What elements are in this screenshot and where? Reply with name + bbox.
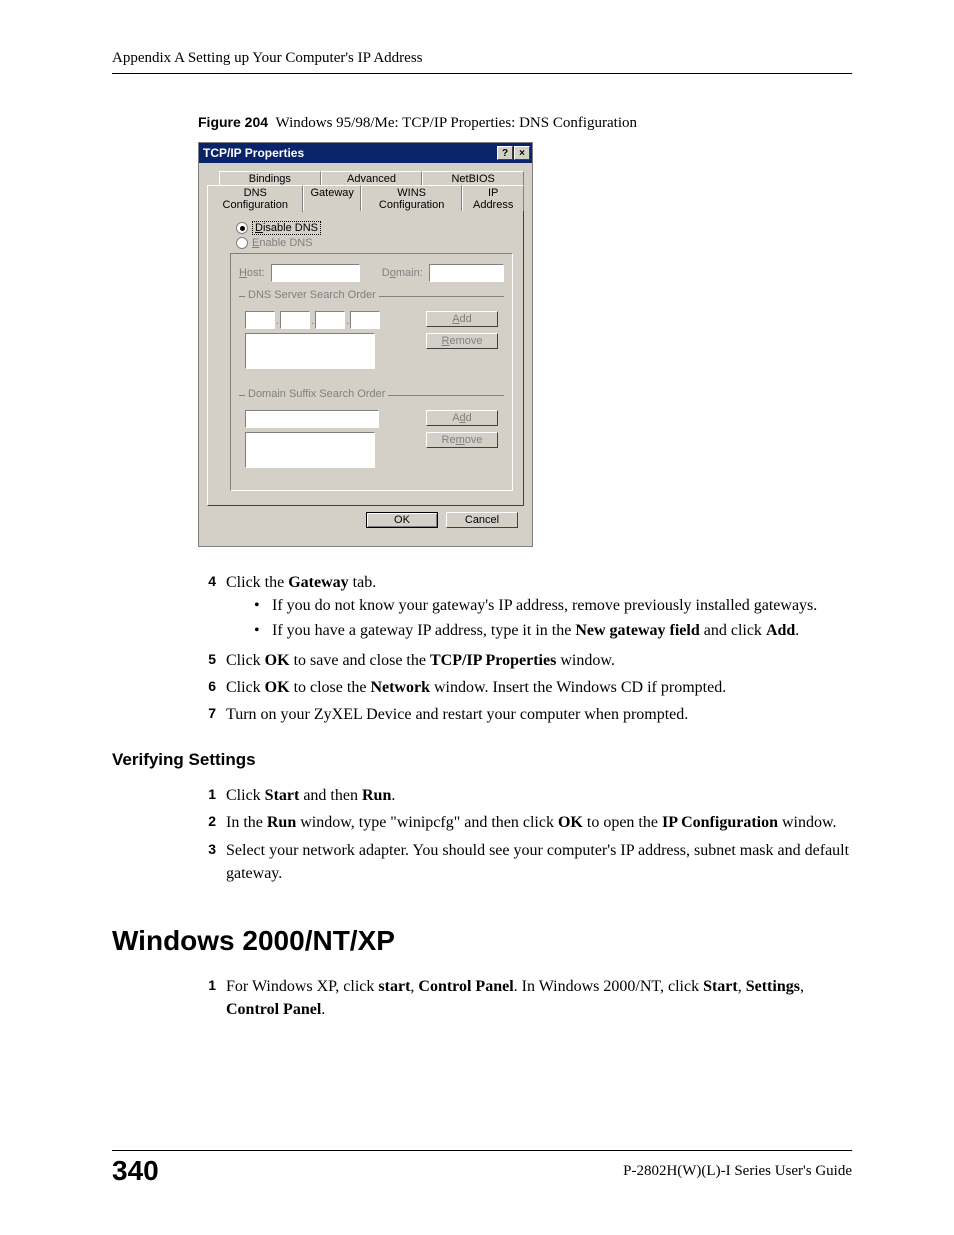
- step-num: 4: [198, 571, 216, 645]
- tabs-row-front: DNS Configuration Gateway WINS Configura…: [207, 185, 524, 212]
- ok-button[interactable]: OK: [366, 512, 438, 528]
- figure-caption: Figure 204 Windows 95/98/Me: TCP/IP Prop…: [198, 114, 852, 132]
- dns-server-order-label: DNS Server Search Order: [245, 289, 379, 301]
- titlebar-buttons: ? ×: [497, 146, 530, 160]
- host-label: Host:: [239, 267, 265, 279]
- step-text: Click the Gateway tab. • If you do not k…: [226, 571, 817, 645]
- tab-ip-address[interactable]: IP Address: [462, 185, 524, 212]
- bullet-item: • If you do not know your gateway's IP a…: [254, 594, 817, 617]
- domain-label: Domain:: [382, 267, 423, 279]
- suffix-add-row: Add: [245, 410, 498, 428]
- step-5: 5 Click OK to save and close the TCP/IP …: [198, 649, 852, 672]
- dns-ip-input[interactable]: . . .: [245, 311, 380, 329]
- step-1: 1 Click Start and then Run.: [198, 784, 852, 807]
- radio-disable-dns[interactable]: Disable DNS: [236, 221, 513, 235]
- bullet-item: • If you have a gateway IP address, type…: [254, 619, 817, 642]
- step-2: 2 In the Run window, type "winipcfg" and…: [198, 811, 852, 834]
- step-text: For Windows XP, click start, Control Pan…: [226, 975, 852, 1021]
- host-domain-row: Host: Domain:: [239, 264, 504, 282]
- suffix-remove-row: Remove: [245, 432, 498, 468]
- footer-rule: [112, 1150, 852, 1151]
- domain-suffix-order-label: Domain Suffix Search Order: [245, 388, 388, 400]
- step-text: Click OK to save and close the TCP/IP Pr…: [226, 649, 615, 672]
- dns-remove-button[interactable]: Remove: [426, 333, 498, 349]
- footer-guide-name: P-2802H(W)(L)-I Series User's Guide: [623, 1163, 852, 1180]
- verifying-settings-heading: Verifying Settings: [112, 750, 852, 770]
- suffix-list[interactable]: [245, 432, 375, 468]
- step-text: Click Start and then Run.: [226, 784, 395, 807]
- step-num: 7: [198, 703, 216, 726]
- tab-panel: Disable DNS Enable DNS Host: Domain:: [207, 211, 524, 506]
- tcpip-properties-dialog: TCP/IP Properties ? × Bindings Advanced …: [198, 142, 533, 547]
- step-num: 1: [198, 784, 216, 807]
- windows-2000-nt-xp-heading: Windows 2000/NT/XP: [112, 925, 852, 957]
- radio-enable-dns[interactable]: Enable DNS: [236, 237, 513, 249]
- step-1c: 1 For Windows XP, click start, Control P…: [198, 975, 852, 1021]
- step-num: 3: [198, 839, 216, 885]
- dns-add-row: . . . Add: [245, 311, 498, 329]
- dns-remove-row: Remove: [245, 333, 498, 369]
- tab-gateway[interactable]: Gateway: [303, 185, 360, 212]
- step-text: Click OK to close the Network window. In…: [226, 676, 726, 699]
- step-num: 1: [198, 975, 216, 1021]
- tab-dns-configuration[interactable]: DNS Configuration: [207, 185, 303, 212]
- step-text: Select your network adapter. You should …: [226, 839, 852, 885]
- help-button[interactable]: ?: [497, 146, 513, 160]
- suffix-remove-button[interactable]: Remove: [426, 432, 498, 448]
- radio-icon: [236, 237, 248, 249]
- step-num: 2: [198, 811, 216, 834]
- figure-caption-text: Windows 95/98/Me: TCP/IP Properties: DNS…: [276, 115, 637, 131]
- tab-netbios[interactable]: NetBIOS: [422, 171, 524, 186]
- dialog-body: Bindings Advanced NetBIOS DNS Configurat…: [199, 163, 532, 546]
- page-footer: 340 P-2802H(W)(L)-I Series User's Guide: [112, 1150, 852, 1187]
- step-num: 6: [198, 676, 216, 699]
- domain-input[interactable]: [429, 264, 504, 282]
- dialog-button-row: OK Cancel: [207, 506, 524, 536]
- step-num: 5: [198, 649, 216, 672]
- suffix-add-button[interactable]: Add: [426, 410, 498, 426]
- step-6: 6 Click OK to close the Network window. …: [198, 676, 852, 699]
- header-rule: [112, 73, 852, 74]
- dns-list[interactable]: [245, 333, 375, 369]
- cancel-button[interactable]: Cancel: [446, 512, 518, 528]
- radio-disable-dns-label: Disable DNS: [252, 221, 321, 235]
- host-input[interactable]: [271, 264, 360, 282]
- dialog-title: TCP/IP Properties: [203, 146, 304, 160]
- suffix-input[interactable]: [245, 410, 379, 428]
- steps-list-c: 1 For Windows XP, click start, Control P…: [198, 975, 852, 1021]
- step-4: 4 Click the Gateway tab. • If you do not…: [198, 571, 852, 645]
- step-7: 7 Turn on your ZyXEL Device and restart …: [198, 703, 852, 726]
- header-text: Appendix A Setting up Your Computer's IP…: [112, 50, 852, 67]
- step-3: 3 Select your network adapter. You shoul…: [198, 839, 852, 885]
- tab-wins-configuration[interactable]: WINS Configuration: [361, 185, 462, 212]
- tab-advanced[interactable]: Advanced: [321, 171, 423, 186]
- dns-add-button[interactable]: Add: [426, 311, 498, 327]
- step-text: Turn on your ZyXEL Device and restart yo…: [226, 703, 688, 726]
- dialog-titlebar: TCP/IP Properties ? ×: [199, 143, 532, 163]
- steps-list-a: 4 Click the Gateway tab. • If you do not…: [198, 571, 852, 726]
- radio-enable-dns-label: Enable DNS: [252, 237, 313, 249]
- figure-label: Figure 204: [198, 114, 268, 130]
- step-text: In the Run window, type "winipcfg" and t…: [226, 811, 837, 834]
- tab-bindings[interactable]: Bindings: [219, 171, 321, 186]
- tabs-row-back: Bindings Advanced NetBIOS: [219, 171, 524, 186]
- close-button[interactable]: ×: [514, 146, 530, 160]
- page-number: 340: [112, 1155, 159, 1187]
- radio-icon: [236, 222, 248, 234]
- steps-list-b: 1 Click Start and then Run. 2 In the Run…: [198, 784, 852, 885]
